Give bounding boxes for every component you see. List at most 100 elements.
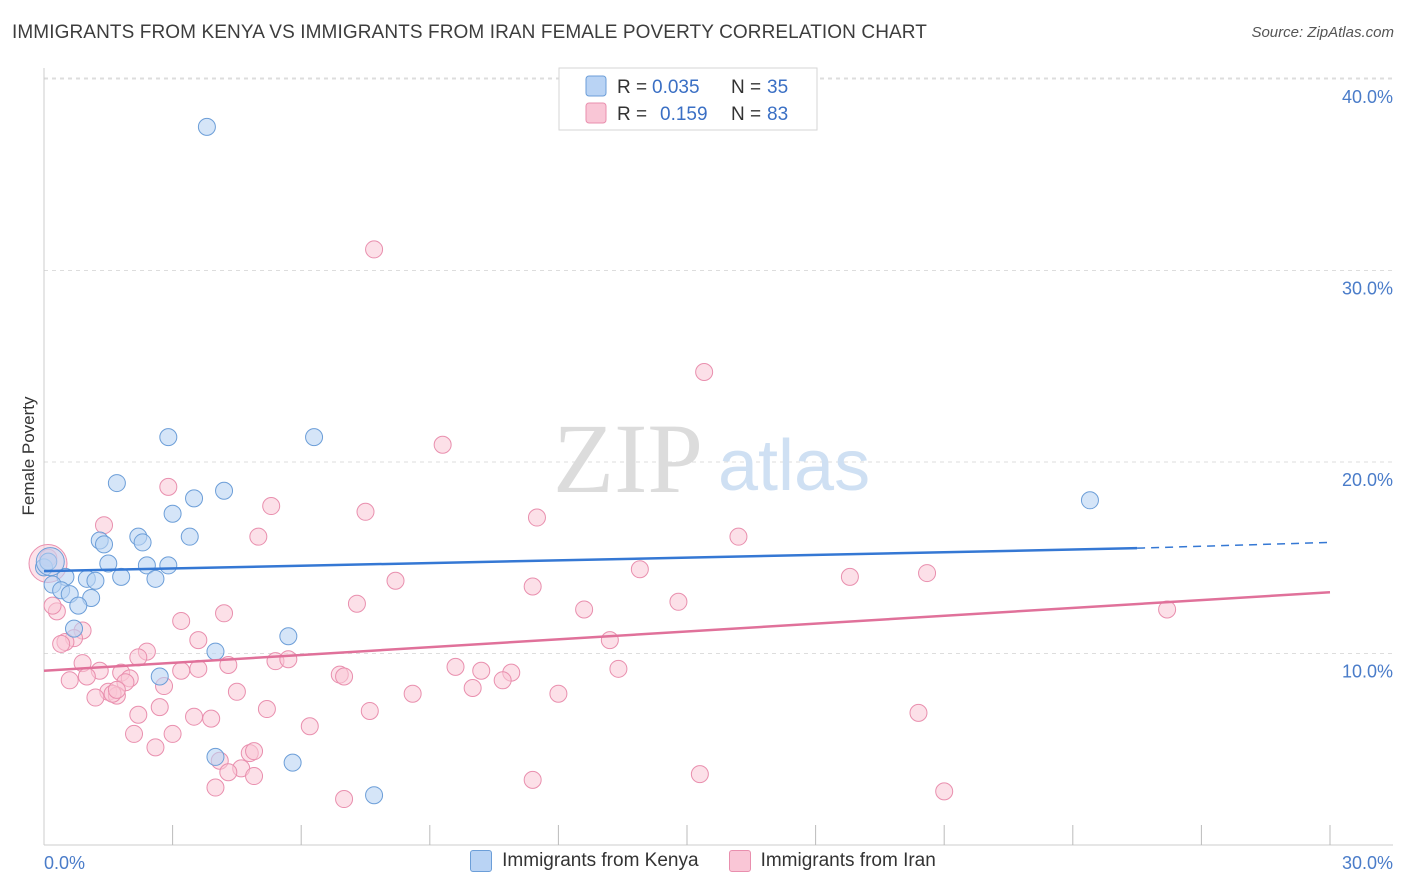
- watermark-atlas: atlas: [718, 426, 870, 506]
- iran-point: [523, 770, 542, 789]
- kenya-point: [279, 627, 298, 646]
- iran-point: [669, 592, 688, 611]
- kenya-point: [185, 489, 204, 508]
- iran-point: [609, 659, 628, 678]
- iran-point: [60, 671, 79, 690]
- y-tick-label-1: 20.0%: [1342, 470, 1393, 490]
- chart-title: IMMIGRANTS FROM KENYA VS IMMIGRANTS FROM…: [12, 22, 927, 43]
- kenya-point: [107, 474, 126, 493]
- iran-point: [446, 657, 465, 676]
- iran-point: [279, 650, 298, 669]
- bottom-legend-kenya: Immigrants from Kenya: [470, 850, 699, 872]
- y-tick-label-2: 30.0%: [1342, 279, 1393, 299]
- iran-point: [146, 738, 165, 757]
- kenya-point: [206, 642, 225, 661]
- y-axis-label: Female Poverty: [19, 396, 38, 516]
- iran-point: [77, 667, 96, 686]
- kenya-point: [159, 556, 178, 575]
- legend-iran-n-label: N =: [731, 104, 761, 125]
- iran-point: [695, 362, 714, 381]
- iran-point: [159, 477, 178, 496]
- iran-point: [356, 502, 375, 521]
- legend-kenya-n-value: 35: [767, 77, 788, 98]
- iran-point: [463, 678, 482, 697]
- iran-point: [527, 508, 546, 527]
- iran-point: [300, 717, 319, 736]
- iran-point: [935, 782, 954, 801]
- iran-point: [360, 701, 379, 720]
- iran-point: [227, 682, 246, 701]
- iran-point: [172, 661, 191, 680]
- iran-point: [386, 571, 405, 590]
- legend-kenya-n-label: N =: [731, 77, 761, 98]
- y-tick-label-0: 10.0%: [1342, 662, 1393, 682]
- iran-point: [335, 790, 354, 809]
- iran-point: [630, 560, 649, 579]
- iran-point: [202, 709, 221, 728]
- iran-point: [257, 700, 276, 719]
- iran-point: [909, 703, 928, 722]
- y-tick-labels: 10.0% 20.0% 30.0% 40.0%: [1342, 87, 1393, 682]
- kenya-point: [133, 533, 152, 552]
- iran-point: [523, 577, 542, 596]
- legend-kenya-swatch: [585, 75, 607, 97]
- legend-iran-swatch: [585, 102, 607, 124]
- iran-point: [52, 634, 71, 653]
- kenya-point: [65, 619, 84, 638]
- trend-lines: [43, 541, 1331, 672]
- kenya-point: [365, 786, 384, 805]
- iran-point: [86, 688, 105, 707]
- iran-point: [493, 671, 512, 690]
- y-tick-label-3: 40.0%: [1342, 87, 1393, 107]
- bottom-legend: Immigrants from Kenya Immigrants from Ir…: [0, 850, 1406, 872]
- kenya-point: [159, 428, 178, 447]
- iran-point: [206, 778, 225, 797]
- source-label: Source: ZipAtlas.com: [1251, 24, 1394, 41]
- bottom-legend-iran-label: Immigrants from Iran: [760, 850, 936, 871]
- iran-point: [163, 724, 182, 743]
- bottom-legend-kenya-swatch: [470, 850, 493, 872]
- kenya-point: [112, 567, 131, 586]
- iran-trend-line: [43, 590, 1331, 672]
- iran-point: [335, 667, 354, 686]
- iran-point: [365, 240, 384, 259]
- bottom-legend-iran: Immigrants from Iran: [728, 850, 936, 872]
- iran-point: [600, 631, 619, 650]
- legend: R = 0.035 N = 35 R = 0.159 N = 83: [558, 67, 818, 131]
- legend-kenya-r-value: 0.035: [652, 77, 700, 98]
- kenya-point: [146, 569, 165, 588]
- axes: [43, 68, 1393, 846]
- x-tick-label-max: 30.0%: [1342, 853, 1393, 873]
- iran-point: [95, 516, 114, 535]
- iran-point: [403, 684, 422, 703]
- kenya-point: [95, 535, 114, 554]
- iran-point: [262, 497, 281, 516]
- iran-point: [347, 594, 366, 613]
- bottom-legend-iran-swatch: [728, 850, 751, 872]
- kenya-point-large: [35, 547, 65, 577]
- iran-point: [245, 742, 264, 761]
- iran-point: [918, 564, 937, 583]
- iran-point: [549, 684, 568, 703]
- kenya-point: [180, 527, 199, 546]
- iran-point: [690, 765, 709, 784]
- iran-point: [107, 680, 126, 699]
- kenya-trend-line: [43, 546, 1138, 573]
- iran-point: [172, 611, 191, 630]
- iran-point: [43, 596, 62, 615]
- iran-point: [185, 707, 204, 726]
- watermark-zip: ZIP: [553, 403, 703, 514]
- kenya-point: [1080, 491, 1099, 510]
- iran-point: [433, 435, 452, 454]
- iran-point: [840, 567, 859, 586]
- legend-iran-r-label: R =: [617, 104, 647, 125]
- kenya-point: [150, 667, 169, 686]
- iran-point: [472, 661, 491, 680]
- bottom-legend-kenya-label: Immigrants from Kenya: [502, 850, 699, 871]
- kenya-point: [163, 504, 182, 523]
- iran-point: [129, 705, 148, 724]
- iran-point: [189, 631, 208, 650]
- kenya-point: [99, 554, 118, 573]
- kenya-point: [305, 428, 324, 447]
